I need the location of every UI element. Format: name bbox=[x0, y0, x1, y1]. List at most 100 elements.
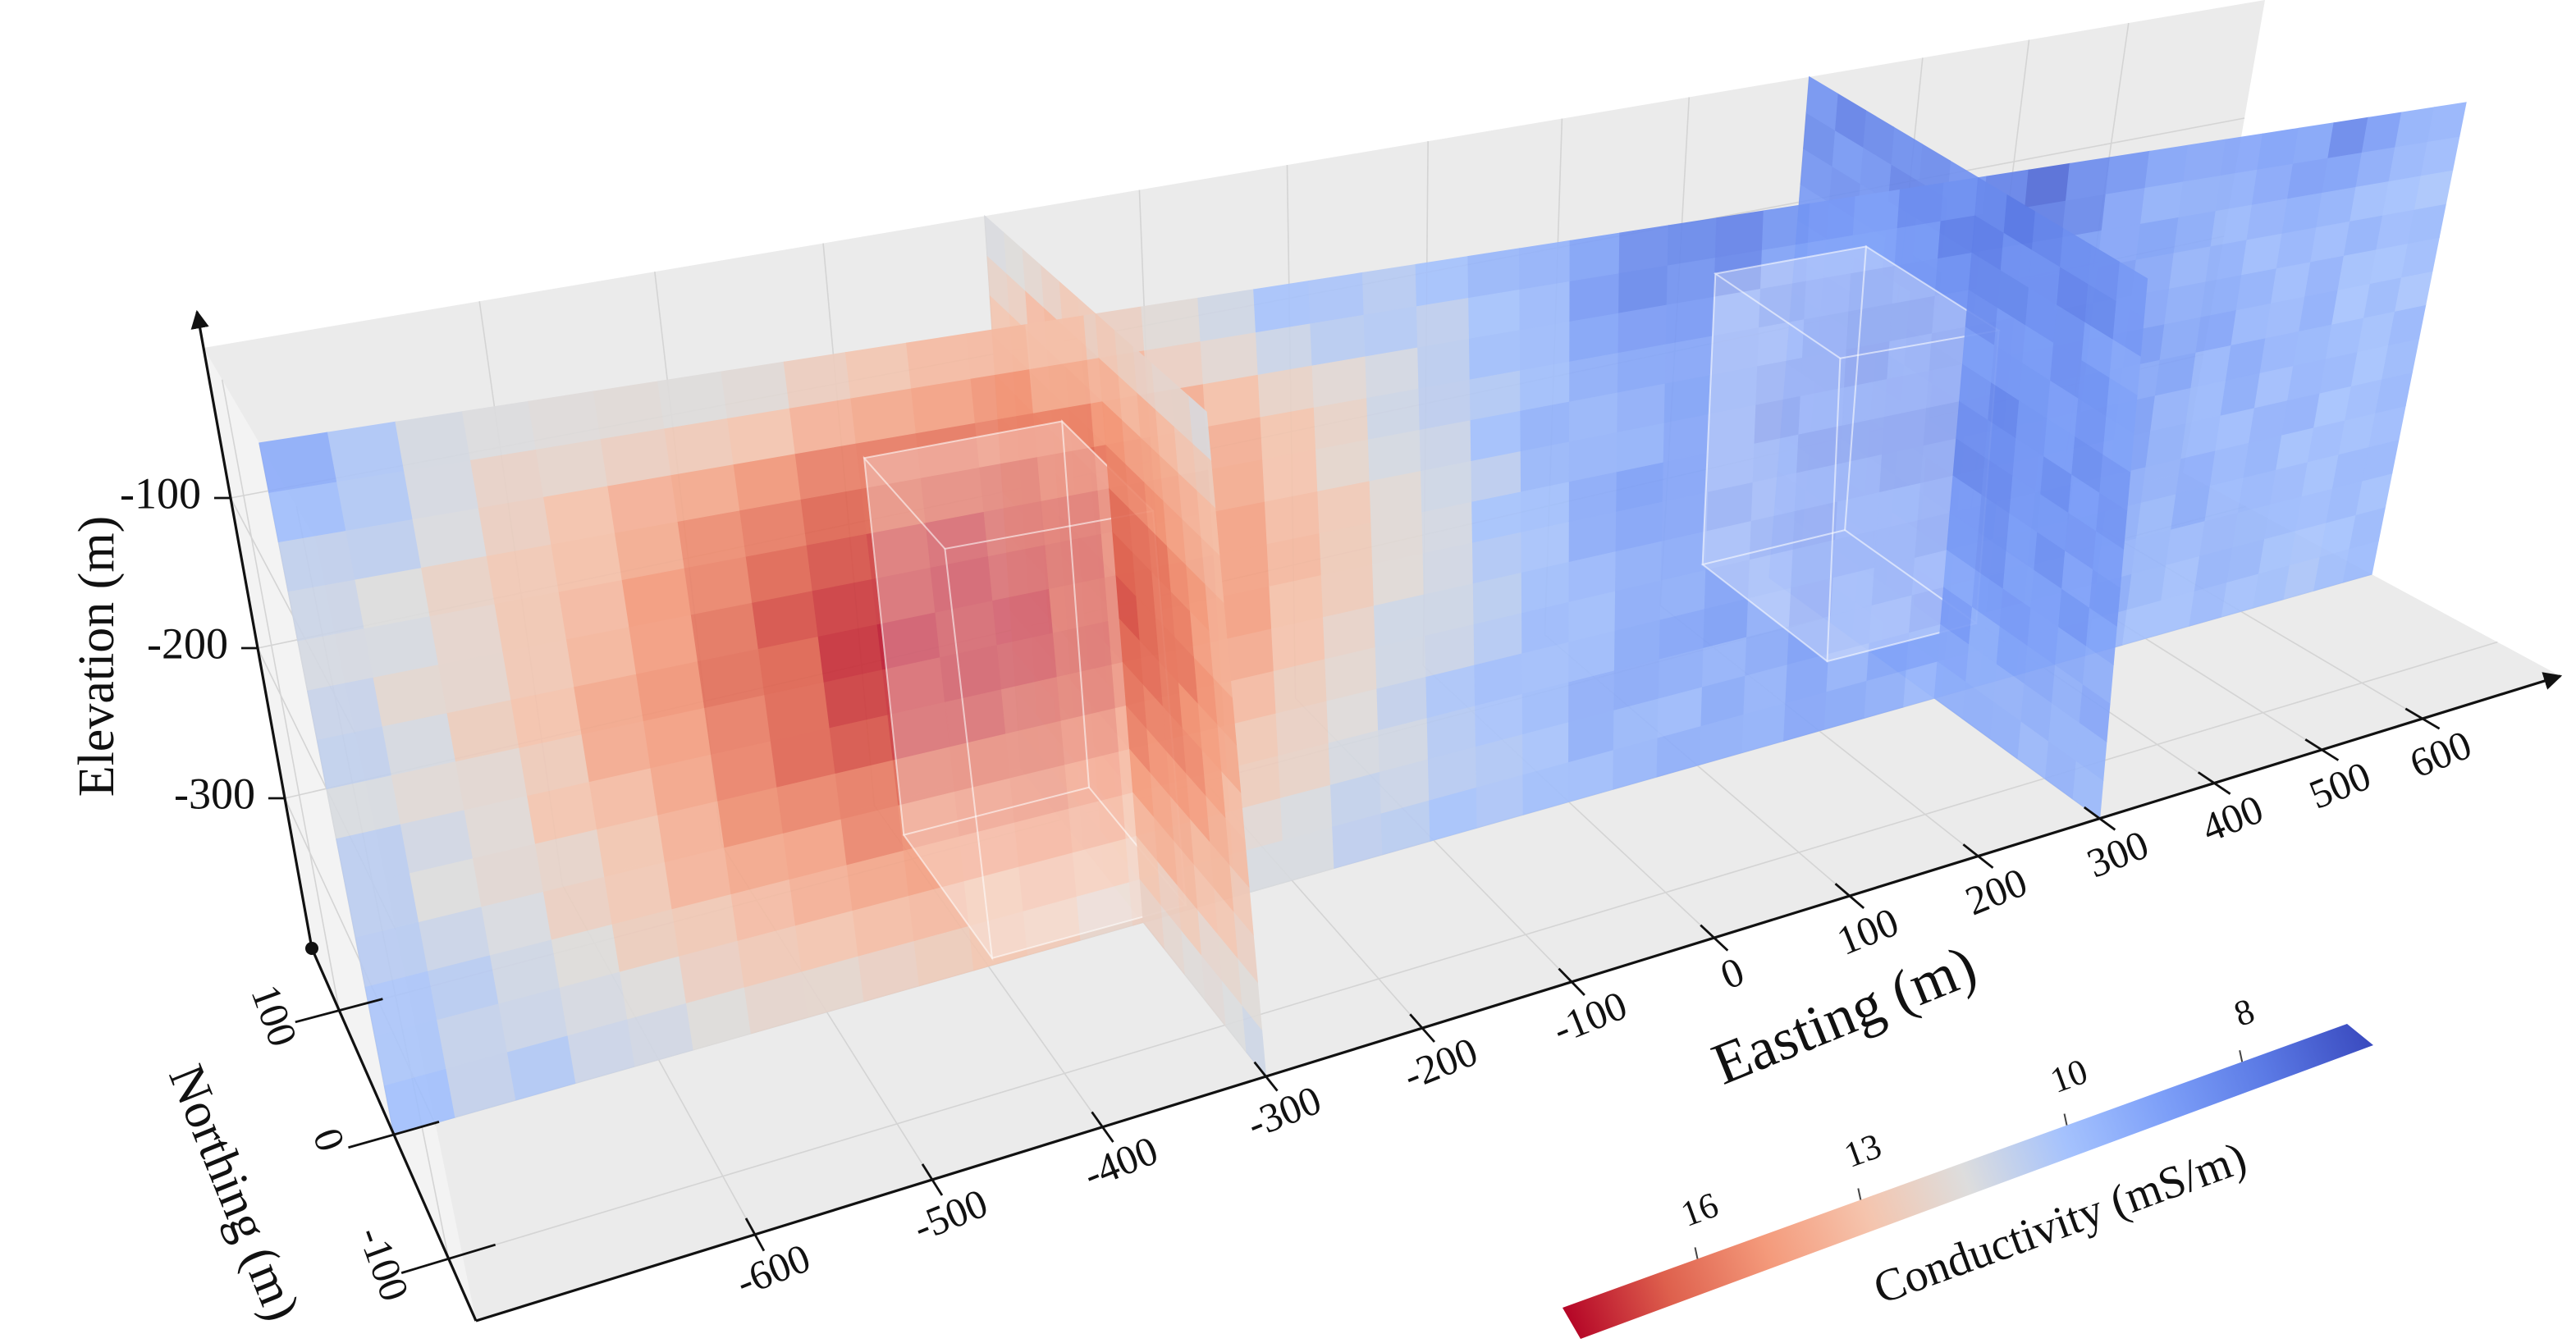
x-tick-label: -200 bbox=[1397, 1028, 1484, 1099]
body-face bbox=[1713, 245, 2002, 359]
colorbar-tick-label: 16 bbox=[1676, 1185, 1723, 1235]
slice-cell bbox=[1852, 189, 1901, 235]
z-tick-label: -300 bbox=[174, 769, 255, 818]
x-tick-label: -400 bbox=[1077, 1126, 1164, 1197]
slice-cell bbox=[1025, 315, 1088, 370]
colorbar-tick-label: 10 bbox=[2045, 1051, 2093, 1101]
x-tick bbox=[1253, 1061, 1279, 1092]
x-tick-label: 200 bbox=[1959, 858, 2034, 924]
slice-cell bbox=[1714, 210, 1764, 258]
slice-cell bbox=[259, 432, 338, 493]
grid-line bbox=[448, 641, 2498, 1260]
z-tick-label: -100 bbox=[120, 468, 201, 518]
x-tick bbox=[2304, 738, 2340, 761]
x-tick bbox=[1091, 1111, 1114, 1143]
body-face bbox=[862, 420, 1155, 550]
x-tick bbox=[1700, 924, 1729, 952]
slice-cell bbox=[2257, 127, 2299, 170]
body-face bbox=[1700, 529, 1979, 663]
x-tick bbox=[744, 1217, 766, 1252]
slice-cell bbox=[657, 371, 729, 429]
slice-cell bbox=[1415, 255, 1470, 307]
x-tick-label: 0 bbox=[1714, 948, 1750, 998]
slice-cell bbox=[1308, 272, 1365, 324]
axis-origin bbox=[305, 942, 318, 955]
colorbar-tick bbox=[1694, 1247, 1699, 1259]
slice-cell bbox=[2427, 102, 2467, 143]
body-face bbox=[1701, 272, 1842, 664]
x-tick bbox=[1558, 967, 1585, 996]
y-tick-label: 100 bbox=[242, 979, 306, 1053]
slice-cell bbox=[906, 333, 972, 389]
body-face bbox=[862, 420, 1091, 836]
z-axis-label: Elevation (m) bbox=[69, 516, 125, 797]
slice-cell bbox=[1141, 297, 1201, 351]
slice-cell bbox=[2025, 162, 2070, 208]
y-tick bbox=[295, 998, 383, 1024]
x-tick-label: -300 bbox=[1241, 1076, 1328, 1147]
colorbar-tick bbox=[2063, 1113, 2068, 1126]
x-tick bbox=[921, 1163, 944, 1196]
slice-cell bbox=[593, 381, 666, 440]
slice bbox=[259, 102, 2467, 1135]
x-tick-label: -100 bbox=[1546, 982, 1633, 1053]
x-tick bbox=[1834, 883, 1865, 909]
slice-cell bbox=[2144, 144, 2189, 189]
slice-cell bbox=[327, 421, 405, 482]
slice-cell bbox=[1569, 232, 1621, 282]
y-axis-label: Northing (m) bbox=[158, 1057, 310, 1328]
body-face bbox=[902, 786, 1187, 960]
slice-cell bbox=[1667, 217, 1718, 266]
body-face bbox=[862, 455, 994, 962]
slice-cell bbox=[1519, 240, 1571, 290]
slice-cell bbox=[966, 324, 1031, 379]
slice-cell bbox=[1253, 280, 1311, 333]
x-axis-label: Easting (m) bbox=[1704, 933, 1985, 1098]
x-tick-label: 300 bbox=[2080, 821, 2155, 887]
y-tick-label: -100 bbox=[350, 1221, 419, 1307]
z-tick-label: -200 bbox=[147, 619, 228, 668]
slice-cell bbox=[395, 411, 472, 472]
x-tick bbox=[2404, 707, 2441, 730]
slice-cell bbox=[783, 352, 852, 409]
slice-cell bbox=[1807, 196, 1856, 243]
slice-cell bbox=[721, 361, 790, 418]
y-tick bbox=[400, 1243, 496, 1274]
slice-cell bbox=[2066, 157, 2112, 201]
body-face bbox=[1701, 245, 1868, 566]
slice-cell bbox=[984, 214, 1007, 274]
slice-cell bbox=[461, 400, 537, 460]
slice-cell bbox=[1761, 203, 1811, 250]
slice-cell bbox=[1618, 225, 1670, 274]
slice-cell bbox=[2105, 150, 2151, 194]
x-tick-label: 600 bbox=[2404, 721, 2478, 787]
slice-cell bbox=[1361, 263, 1418, 315]
x-tick bbox=[2083, 806, 2116, 831]
x-tick-label: 500 bbox=[2303, 752, 2377, 818]
slice-cell bbox=[1197, 289, 1257, 342]
x-tick-label: -600 bbox=[730, 1235, 817, 1305]
slice-cell bbox=[528, 391, 602, 450]
colorbar-tick-label: 8 bbox=[2229, 990, 2259, 1035]
colorbar-tick bbox=[1857, 1188, 1862, 1200]
slice-cell bbox=[1897, 182, 1945, 229]
colorbar bbox=[1563, 1024, 2373, 1339]
slice bbox=[1933, 176, 2148, 820]
slice bbox=[1095, 313, 1267, 1079]
slice-cell bbox=[2183, 139, 2227, 182]
y-tick bbox=[348, 1121, 440, 1149]
x-tick bbox=[1962, 843, 1994, 869]
x-tick-label: 100 bbox=[1831, 898, 1906, 964]
slice-cell bbox=[2220, 133, 2264, 176]
colorbar-tick-label: 13 bbox=[1839, 1126, 1887, 1176]
x-tick-label: -500 bbox=[907, 1180, 994, 1250]
y-tick-label: 0 bbox=[304, 1122, 355, 1158]
slice-cell bbox=[1095, 313, 1119, 376]
slice-cell bbox=[1974, 176, 2007, 233]
z-axis bbox=[190, 309, 313, 949]
slice-cell bbox=[1467, 248, 1521, 299]
slice-cell bbox=[844, 342, 913, 399]
